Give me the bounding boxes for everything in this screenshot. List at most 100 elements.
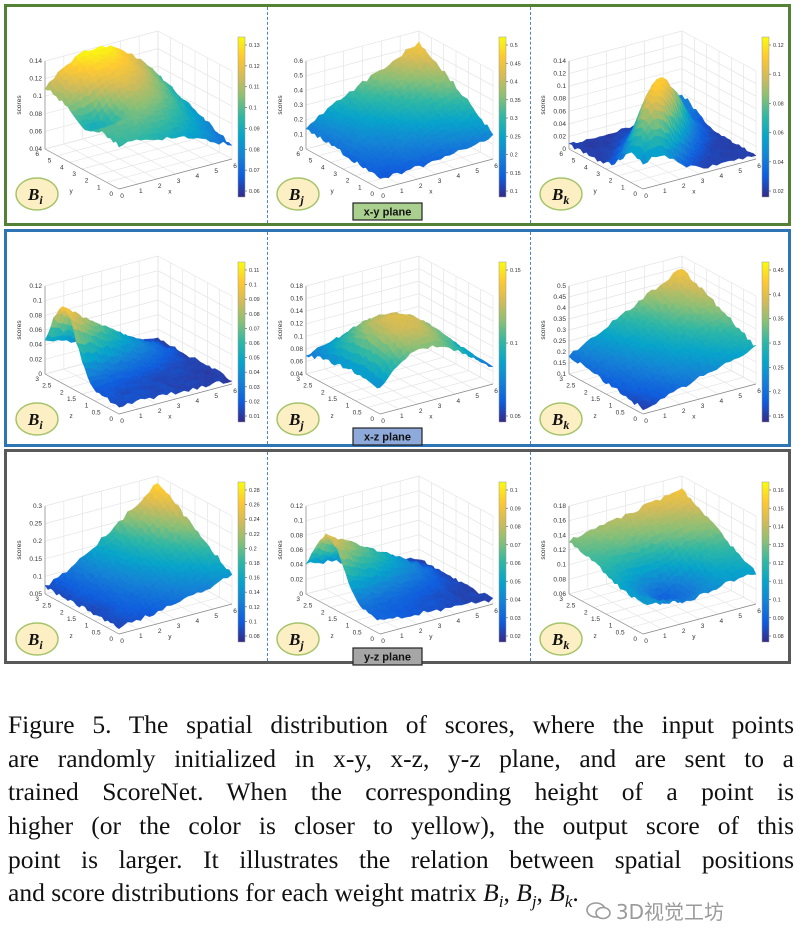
colorbar-tick-label: 0.02 — [773, 189, 784, 195]
z-tick-label: 0.08 — [290, 346, 303, 353]
axis2-tick-label: 3 — [596, 171, 600, 178]
axis1-tick-label: 5 — [738, 393, 742, 400]
axis1-line — [642, 158, 757, 190]
axis2-tick-label: 2 — [321, 389, 325, 396]
z-tick-label: 0.25 — [553, 338, 566, 345]
z-tick-label: 0.16 — [290, 296, 303, 303]
axis1-line — [379, 383, 494, 415]
axis1-tick-label: 2 — [158, 408, 162, 415]
z-tick-label: 0.3 — [294, 102, 303, 109]
z-tick-label: 0.1 — [557, 371, 566, 378]
axis2-tick-label: 3 — [559, 376, 563, 383]
colorbar-tick-label: 0.08 — [249, 147, 260, 153]
axis2-line — [44, 373, 120, 415]
surface — [568, 76, 757, 169]
colorbar-tick-label: 0.4 — [773, 292, 781, 298]
axis2-tick-label: 4 — [60, 164, 64, 171]
z-tick-label: 0.5 — [294, 73, 303, 80]
axis1-label: x — [692, 189, 696, 196]
z-tick-label: 0.18 — [290, 283, 303, 290]
matrix-badge: Bi — [15, 177, 59, 211]
colorbar-tick-label: 0.3 — [773, 341, 781, 347]
column-divider — [530, 452, 531, 661]
surface-patch — [639, 406, 648, 411]
axis1-tick-label: 5 — [475, 393, 479, 400]
colorbar-tick-label: 0.01 — [249, 414, 260, 420]
axis1-tick-label: 5 — [214, 393, 218, 400]
z-tick-label: 0.14 — [29, 58, 42, 65]
axis2-tick-label: 2.5 — [566, 383, 575, 390]
z-tick-label: 0.06 — [290, 358, 303, 365]
colorbar-tick-label: 0.05 — [510, 414, 521, 420]
z-tick-label: 0.04 — [29, 146, 42, 153]
colorbar-tick-label: 0.09 — [249, 126, 260, 132]
axis1-tick-label: 3 — [177, 178, 181, 185]
axis1-line — [642, 383, 757, 415]
axis2-tick-label: 5 — [309, 158, 313, 165]
z-tick-label: 0 — [562, 146, 566, 153]
axis1-tick-label: 0 — [644, 193, 648, 200]
z-tick-label: 0.6 — [294, 58, 303, 65]
colorbar-tick-label: 0.08 — [773, 101, 784, 107]
axis1-tick-label: 0 — [644, 418, 648, 425]
axis1-tick-label: 6 — [494, 388, 498, 395]
z-tick-label: 0.1 — [294, 131, 303, 138]
axis2-tick-label: 2 — [584, 389, 588, 396]
axis1-tick-label: 2 — [682, 183, 686, 190]
axis2-tick-label: 0 — [370, 191, 374, 198]
axis2-tick-label: 5 — [48, 158, 52, 165]
z-tick-label: 0.2 — [557, 349, 566, 356]
plot-canvas: 00.10.20.30.40.50.6scores01234560123456x… — [276, 30, 521, 221]
colorbar-tick-label: 0.11 — [249, 268, 259, 274]
plane-label: x-y plane — [352, 202, 423, 221]
surface — [44, 306, 233, 408]
axis1-label: x — [429, 189, 433, 196]
axis1-tick-label: 4 — [196, 398, 200, 405]
axis2-tick-label: 3 — [35, 376, 39, 383]
z-tick-label: 0.06 — [29, 327, 42, 334]
colorbar-tick-label: 0.09 — [249, 297, 260, 303]
plot-canvas: 0.040.060.080.10.120.14scores01234560123… — [15, 30, 260, 211]
axis1-tick-label: 1 — [400, 413, 404, 420]
axis2-line — [44, 148, 120, 190]
axis2-tick-label: 0 — [370, 416, 374, 423]
axis1-tick-label: 0 — [120, 418, 124, 425]
surface-plot-Bk-x-z-plane: 0.1 0.15 0.2 0.25 0.3 0.35 0.4 0.45 0.5 scores 0 1 2… — [531, 232, 789, 444]
colorbar-tick-label: 0.04 — [249, 370, 260, 376]
z-tick-label: 0.1 — [33, 93, 42, 100]
colorbar — [498, 261, 507, 423]
z-tick-label: 0.06 — [29, 128, 42, 135]
surface-patch — [639, 152, 648, 165]
z-tick-label: 0.12 — [29, 283, 42, 290]
z-tick-label: 0.08 — [29, 111, 42, 118]
colorbar-tick-label: 0.1 — [510, 341, 518, 347]
axis1-tick-label: 3 — [701, 178, 705, 185]
colorbar-tick-label: 0.15 — [773, 414, 784, 420]
z-tick-label: 0 — [299, 146, 303, 153]
axis1-tick-label: 4 — [457, 173, 461, 180]
surface-plot-Bj-x-z-plane: 0.04 0.06 0.08 0.1 0.12 0.14 0.16 0.18 scores 0 1 2… — [268, 232, 530, 446]
surface-plot-Bi-y-z-plane: 0.05 0.1 0.15 0.2 0.25 0.3 scores 0 1 2 3 4 5 6 0 0.5 1 1… — [7, 452, 267, 661]
matrix-badge: Bi — [15, 402, 59, 436]
plot-canvas: 0.040.060.080.10.120.140.160.18scores012… — [276, 255, 521, 446]
colorbar-tick-label: 0.35 — [773, 317, 784, 323]
z-axis-label: scores — [16, 320, 23, 340]
colorbar-tick-label: 0.35 — [510, 98, 521, 104]
matrix-badge: Bj — [276, 402, 320, 436]
row-frame-x-y-plane — [4, 4, 791, 226]
z-tick-label: 0.1 — [557, 83, 566, 90]
colorbar — [761, 261, 770, 423]
plot-canvas: 00.020.040.060.080.10.120.14scores012345… — [539, 30, 784, 211]
colorbar-tick-label: 0.2 — [510, 153, 518, 159]
axis2-tick-label: 0.5 — [616, 409, 625, 416]
colorbar-tick-label: 0.15 — [510, 171, 521, 177]
axis1-label: x — [168, 189, 172, 196]
colorbar-tick-label: 0.11 — [249, 85, 259, 91]
matrix-badge: Bk — [539, 402, 583, 436]
z-tick-label: 0.35 — [553, 316, 566, 323]
axis2-tick-label: 1 — [85, 403, 89, 410]
axis1-tick-label: 1 — [139, 413, 143, 420]
colorbar-tick-label: 0.45 — [773, 268, 784, 274]
axis2-label: y — [69, 188, 73, 195]
z-tick-label: 0.04 — [553, 121, 566, 128]
